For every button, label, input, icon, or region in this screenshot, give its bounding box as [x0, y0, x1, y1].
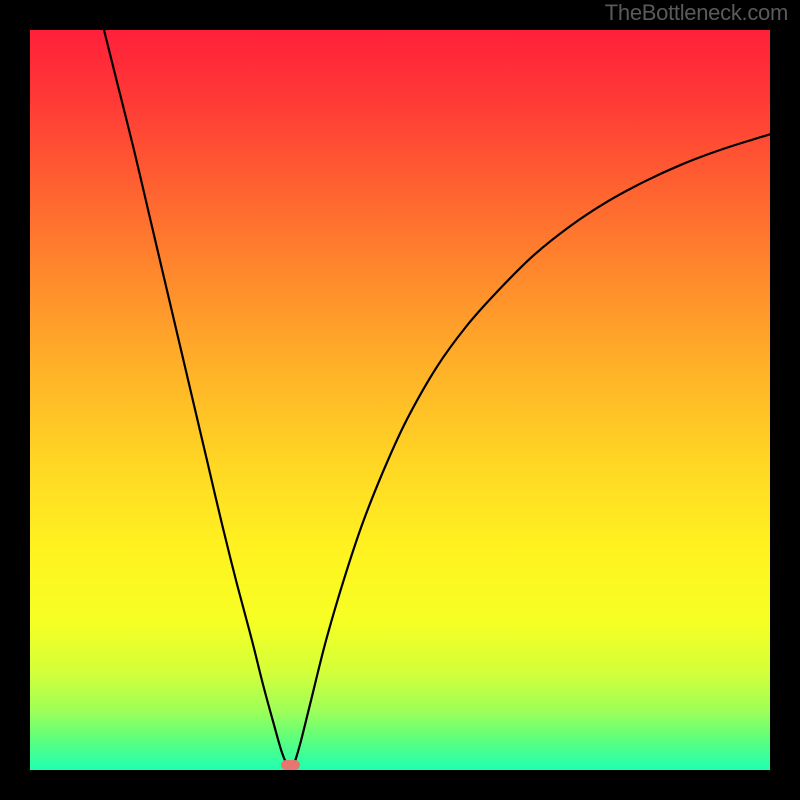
- optimum-marker: [281, 760, 300, 770]
- bottleneck-chart: TheBottleneck.com: [0, 0, 800, 800]
- curve-left-branch: [104, 30, 288, 766]
- bottleneck-curve: [30, 30, 770, 770]
- curve-right-branch: [293, 134, 770, 766]
- plot-area: [30, 30, 770, 770]
- watermark-text: TheBottleneck.com: [605, 0, 788, 26]
